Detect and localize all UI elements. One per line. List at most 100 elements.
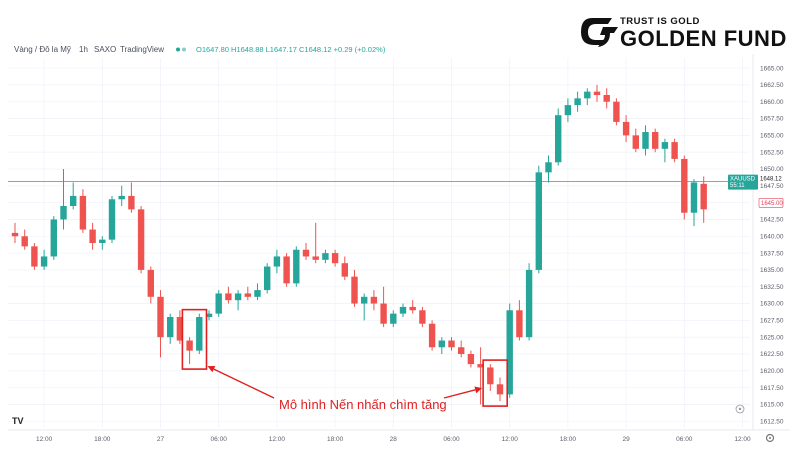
candle — [671, 138, 678, 163]
price-tag-symbol: XAUUSD — [730, 177, 756, 183]
candle — [652, 128, 659, 153]
y-tick-label: 1650.00 — [760, 166, 784, 173]
price-tag-countdown: 55:11 — [730, 183, 745, 189]
candle — [380, 286, 387, 328]
candle — [487, 364, 494, 391]
candle — [690, 179, 698, 227]
candle-body — [584, 91, 591, 99]
market-status-dot — [176, 47, 180, 52]
y-tick-label: 1657.50 — [760, 116, 784, 123]
candle-body — [642, 132, 649, 149]
candle — [128, 182, 135, 213]
candle-body — [351, 276, 358, 304]
candle-body — [428, 323, 436, 348]
candle — [215, 290, 222, 317]
candle — [603, 88, 610, 109]
brand-tagline: TRUST IS GOLD — [620, 16, 700, 27]
candle — [448, 337, 455, 351]
interval-label[interactable]: 1h — [79, 45, 88, 54]
candle — [118, 185, 125, 206]
y-tick-label: 1630.00 — [760, 301, 784, 308]
candle-body — [341, 263, 348, 277]
candle-body — [516, 310, 523, 338]
candle-body — [603, 95, 610, 102]
symbol-title[interactable]: Vàng / Đô la Mỹ — [14, 45, 71, 54]
y-tick-label: 1640.00 — [760, 233, 784, 240]
candle-body — [312, 256, 319, 260]
y-tick-label: 1625.00 — [760, 334, 784, 341]
candle-body — [555, 115, 562, 163]
candle-body — [293, 249, 300, 284]
candle-body — [390, 313, 397, 324]
candle-body — [525, 269, 533, 338]
candle — [351, 269, 358, 307]
candle — [167, 313, 174, 344]
candle-body — [137, 209, 145, 270]
y-tick-label: 1637.50 — [760, 250, 784, 257]
candle — [535, 165, 542, 274]
candle-body — [652, 132, 659, 149]
pattern-highlight-box — [181, 308, 208, 370]
candle-body — [370, 296, 378, 304]
candle-body — [564, 105, 572, 116]
x-tick-label: 18:00 — [94, 436, 111, 443]
candle-body — [467, 354, 475, 365]
candle-body — [322, 253, 329, 260]
candle — [613, 98, 620, 126]
reference-price-tag: 1645.00 — [761, 201, 783, 207]
candle — [244, 286, 251, 301]
candle — [622, 115, 630, 143]
candle-body — [458, 347, 465, 354]
candle — [264, 263, 271, 294]
annotation-label: Mô hình Nến nhấn chìm tăng — [279, 397, 447, 412]
candle — [593, 84, 601, 102]
candle — [157, 290, 164, 358]
reset-scale-icon[interactable] — [735, 404, 745, 414]
y-tick-label: 1622.50 — [760, 351, 784, 358]
candle — [545, 155, 552, 183]
x-tick-label: 12:00 — [269, 436, 286, 443]
candle — [137, 206, 145, 274]
settings-gear-icon[interactable] — [765, 433, 775, 443]
candle — [302, 243, 310, 260]
candle — [661, 138, 669, 163]
candle — [21, 229, 28, 250]
brand-logo: TRUST IS GOLD GOLDEN FUND — [581, 16, 786, 51]
candle — [458, 340, 465, 358]
candle — [234, 290, 242, 311]
candle-body — [681, 158, 688, 213]
candle — [555, 108, 562, 166]
annotation: Mô hình Nến nhấn chìm tăng — [207, 365, 483, 412]
candle — [60, 169, 67, 230]
candle-body — [225, 293, 232, 301]
candle — [341, 256, 348, 280]
candle — [361, 293, 368, 321]
candle — [496, 377, 504, 402]
x-tick-label: 06:00 — [211, 436, 228, 443]
candle — [186, 337, 193, 365]
grid — [8, 58, 750, 428]
golden-fund-logo-icon — [581, 18, 618, 47]
candle-body — [545, 162, 552, 173]
x-tick-label: 06:00 — [676, 436, 693, 443]
candle — [322, 249, 329, 264]
annotation-arrowhead-right — [474, 386, 483, 394]
candle — [681, 155, 688, 220]
candle — [331, 249, 339, 267]
candle-body — [593, 91, 601, 95]
y-tick-label: 1665.00 — [760, 65, 784, 72]
candle — [273, 249, 281, 274]
y-tick-label: 1620.00 — [760, 368, 784, 375]
candles — [11, 84, 707, 405]
candle — [390, 310, 397, 328]
candle-body — [157, 296, 164, 338]
pattern-highlights — [181, 308, 509, 407]
candle-body — [535, 172, 542, 270]
price-tag-price: 1648.12 — [760, 177, 782, 183]
candle — [700, 176, 707, 223]
candle-body — [700, 183, 707, 210]
candle-body — [661, 142, 669, 149]
tradingview-logo-icon[interactable]: TV — [12, 416, 24, 426]
annotation-arrow-left — [213, 368, 275, 399]
candle — [506, 303, 513, 398]
